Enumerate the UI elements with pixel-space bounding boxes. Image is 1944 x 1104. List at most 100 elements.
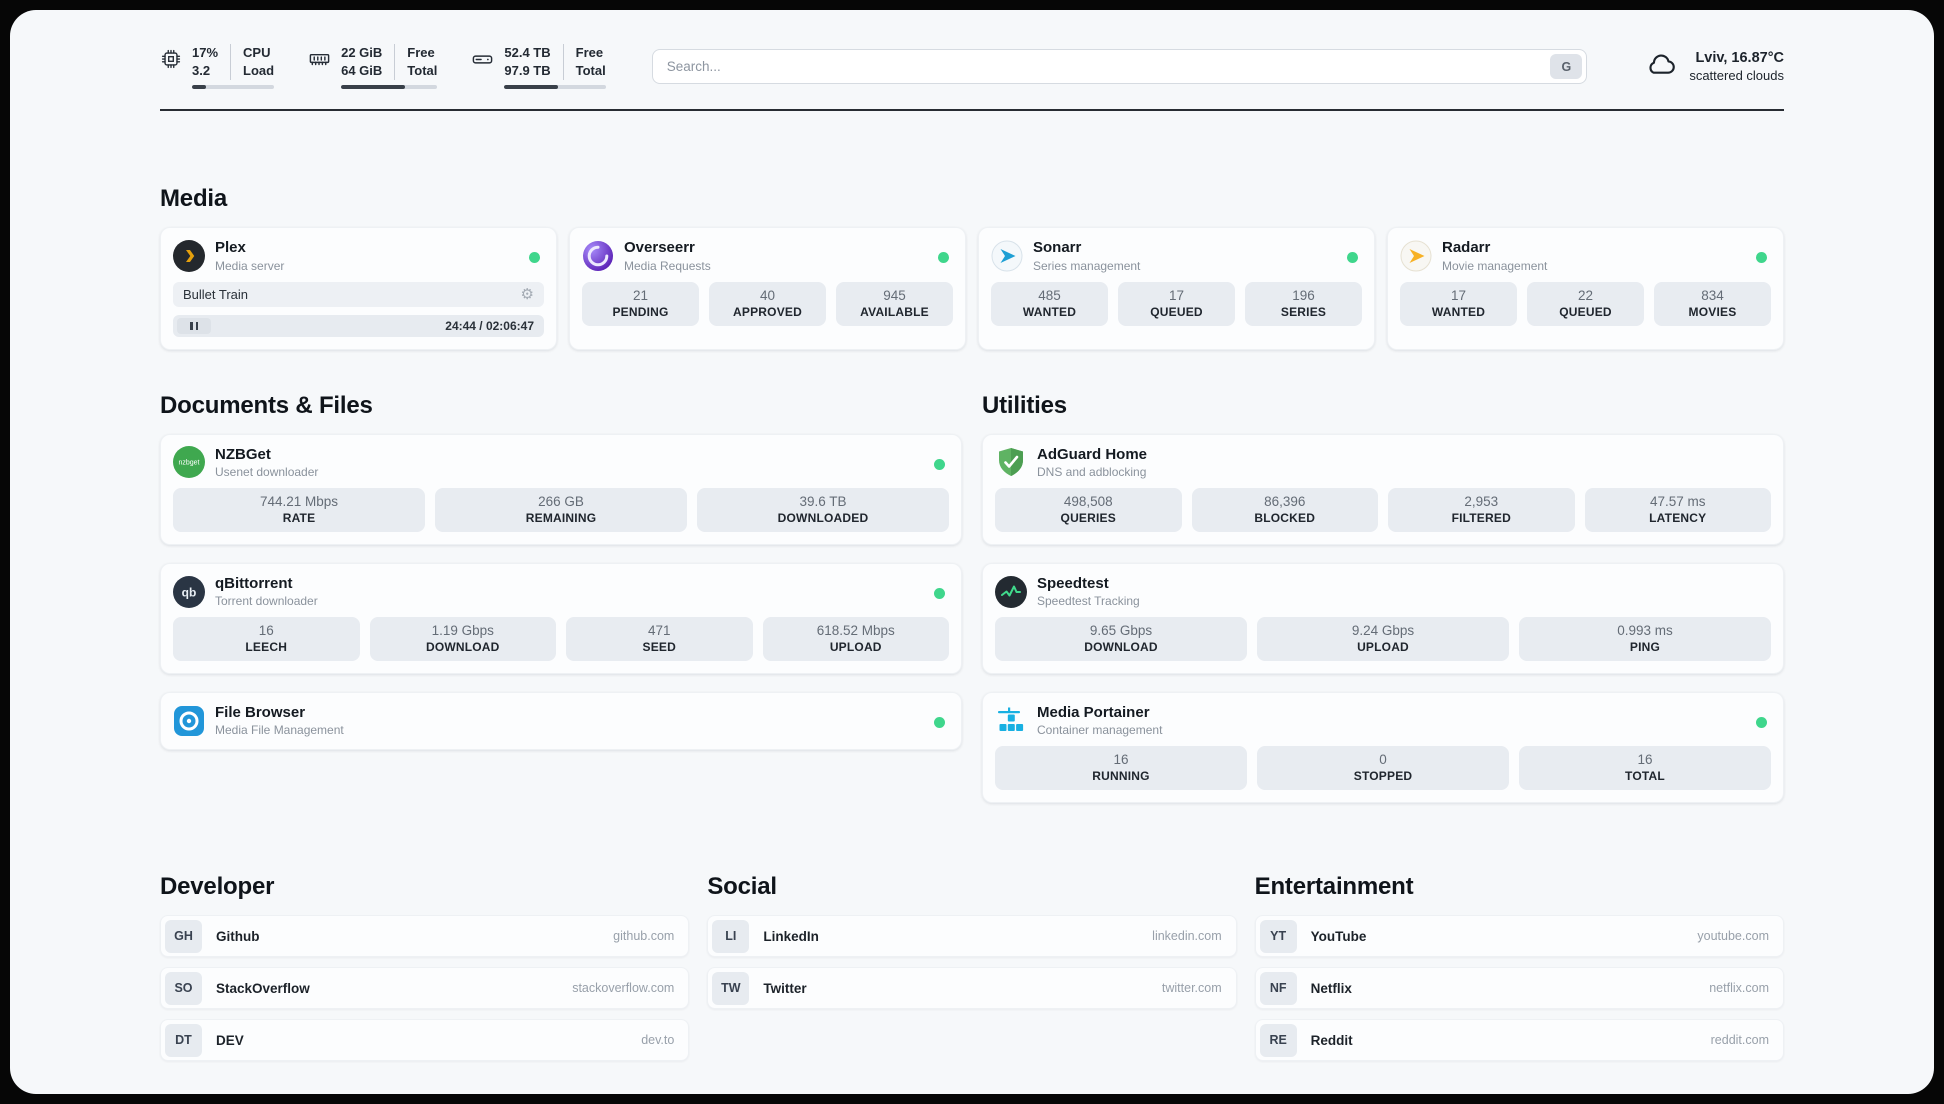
portainer-card[interactable]: Media Portainer Container management 16 … xyxy=(982,692,1784,804)
stat-pending: 21 PENDING xyxy=(582,281,699,326)
svg-text:qb: qb xyxy=(182,585,197,599)
stat-wanted: 17 WANTED xyxy=(1400,281,1517,326)
stat-ping: 0.993 ms PING xyxy=(1519,617,1771,662)
cpu-icon xyxy=(160,48,182,70)
adguard-card[interactable]: AdGuard Home DNS and adblocking 498,508 … xyxy=(982,433,1784,545)
ram-free-value: 22 GiB xyxy=(341,45,383,60)
link-stackoverflow[interactable]: SO StackOverflow stackoverflow.com xyxy=(160,967,690,1010)
cloud-icon xyxy=(1643,48,1679,85)
stat-download: 9.65 Gbps DOWNLOAD xyxy=(995,617,1247,662)
overseerr-card[interactable]: Overseerr Media Requests 21 PENDING 40 A… xyxy=(569,227,966,350)
stat-total: 16 TOTAL xyxy=(1519,746,1771,791)
dev-icon: DT xyxy=(165,1023,202,1057)
plex-icon xyxy=(173,240,205,272)
disk-metric: 52.4 TB 97.9 TB Free Total xyxy=(471,44,606,90)
app-name: File Browser xyxy=(215,704,306,722)
status-online-dot xyxy=(1347,252,1358,264)
weather-widget: Lviv, 16.87°C scattered clouds xyxy=(1643,48,1784,85)
link-twitter[interactable]: TW Twitter twitter.com xyxy=(707,967,1237,1010)
disk-progress-bar xyxy=(504,85,606,90)
now-playing-title: Bullet Train xyxy=(183,286,249,302)
stackoverflow-icon: SO xyxy=(165,971,202,1005)
link-linkedin[interactable]: LI LinkedIn linkedin.com xyxy=(707,915,1237,958)
stat-download: 1.19 Gbps DOWNLOAD xyxy=(369,617,556,662)
section-title-developer: Developer xyxy=(160,873,275,901)
media-card-row: Plex Media server Bullet Train ⚙ 24:44 /… xyxy=(160,227,1784,350)
speedtest-card[interactable]: Speedtest Speedtest Tracking 9.65 Gbps D… xyxy=(982,562,1784,675)
app-desc: Torrent downloader xyxy=(215,594,318,609)
search-input[interactable] xyxy=(651,49,1588,85)
sonarr-card[interactable]: Sonarr Series management 485 WANTED 17 Q… xyxy=(978,227,1375,350)
svg-text:nzbget: nzbget xyxy=(178,460,199,467)
link-github[interactable]: GH Github github.com xyxy=(160,915,690,958)
filebrowser-card[interactable]: File Browser Media File Management xyxy=(160,692,962,751)
developer-column: Developer GH Github github.com SO StackO… xyxy=(160,873,690,1071)
link-reddit[interactable]: RE Reddit reddit.com xyxy=(1254,1019,1784,1062)
cpu-progress-bar xyxy=(192,85,275,90)
sonarr-icon xyxy=(991,240,1023,272)
app-name: NZBGet xyxy=(215,445,271,463)
disk-free-label: Free xyxy=(575,45,604,60)
nzbget-card[interactable]: nzbget NZBGet Usenet downloader 744.21 M… xyxy=(160,433,962,545)
status-online-dot xyxy=(934,717,945,729)
cpu-usage-value: 17% xyxy=(192,45,219,60)
section-title-documents: Documents & Files xyxy=(160,391,373,419)
stat-remaining: 266 GB REMAINING xyxy=(435,487,687,532)
app-desc: Usenet downloader xyxy=(215,464,319,479)
entertainment-column: Entertainment YT YouTube youtube.com NF … xyxy=(1254,873,1784,1071)
filebrowser-icon xyxy=(173,705,205,737)
link-netflix[interactable]: NF Netflix netflix.com xyxy=(1254,967,1784,1010)
status-online-dot xyxy=(1756,717,1767,729)
stat-approved: 40 APPROVED xyxy=(709,281,826,326)
link-youtube[interactable]: YT YouTube youtube.com xyxy=(1254,915,1784,958)
app-name: qBittorrent xyxy=(215,574,293,592)
ram-total-value: 64 GiB xyxy=(341,63,383,79)
stat-upload: 618.52 Mbps UPLOAD xyxy=(762,617,949,662)
section-title-entertainment: Entertainment xyxy=(1254,873,1414,901)
portainer-icon xyxy=(995,705,1027,737)
stat-queries: 498,508 QUERIES xyxy=(995,487,1182,532)
section-title-social: Social xyxy=(707,873,777,901)
app-name: Radarr xyxy=(1442,239,1491,257)
pause-icon[interactable] xyxy=(177,317,211,334)
stat-wanted: 485 WANTED xyxy=(991,281,1108,326)
nzbget-icon: nzbget xyxy=(173,446,205,479)
app-name: Plex xyxy=(215,239,246,257)
app-desc: DNS and adblocking xyxy=(1037,464,1147,479)
dashboard-page: 17% 3.2 CPU Load xyxy=(10,10,1934,1094)
stat-latency: 47.57 ms LATENCY xyxy=(1584,487,1771,532)
plex-card[interactable]: Plex Media server Bullet Train ⚙ 24:44 /… xyxy=(160,227,557,350)
search-engine-button[interactable]: G xyxy=(1550,54,1583,80)
stat-stopped: 0 STOPPED xyxy=(1257,746,1509,791)
now-playing-bar: Bullet Train ⚙ xyxy=(173,281,544,307)
qbittorrent-card[interactable]: qb qBittorrent Torrent downloader 16 LEE… xyxy=(160,562,962,675)
documents-column: Documents & Files nzbget NZBGet Usenet d… xyxy=(160,392,962,804)
search-bar: G xyxy=(651,49,1588,85)
system-metrics: 17% 3.2 CPU Load xyxy=(160,44,606,90)
app-desc: Media server xyxy=(215,258,285,273)
radarr-card[interactable]: Radarr Movie management 17 WANTED 22 QUE… xyxy=(1387,227,1784,350)
gear-icon[interactable]: ⚙ xyxy=(520,285,534,303)
link-dev[interactable]: DT DEV dev.to xyxy=(160,1019,690,1062)
stat-running: 16 RUNNING xyxy=(995,746,1247,791)
status-online-dot xyxy=(938,252,949,264)
stat-rate: 744.21 Mbps RATE xyxy=(173,487,425,532)
linkedin-icon: LI xyxy=(712,919,750,953)
netflix-icon: NF xyxy=(1259,971,1297,1005)
cpu-usage-label: CPU xyxy=(243,45,271,60)
status-online-dot xyxy=(529,252,540,264)
disk-icon xyxy=(471,48,494,71)
stat-available: 945 AVAILABLE xyxy=(836,281,953,326)
stat-series: 196 SERIES xyxy=(1245,281,1362,326)
twitter-icon: TW xyxy=(712,971,750,1005)
stat-blocked: 86,396 BLOCKED xyxy=(1191,487,1378,532)
player-progress-bar[interactable]: 24:44 / 02:06:47 xyxy=(173,314,544,337)
overseerr-icon xyxy=(582,240,614,272)
cpu-metric: 17% 3.2 CPU Load xyxy=(160,44,275,90)
app-desc: Speedtest Tracking xyxy=(1037,594,1140,609)
status-online-dot xyxy=(934,587,945,599)
app-desc: Container management xyxy=(1037,723,1163,738)
ram-progress-bar xyxy=(341,85,438,90)
header-divider xyxy=(160,109,1784,112)
